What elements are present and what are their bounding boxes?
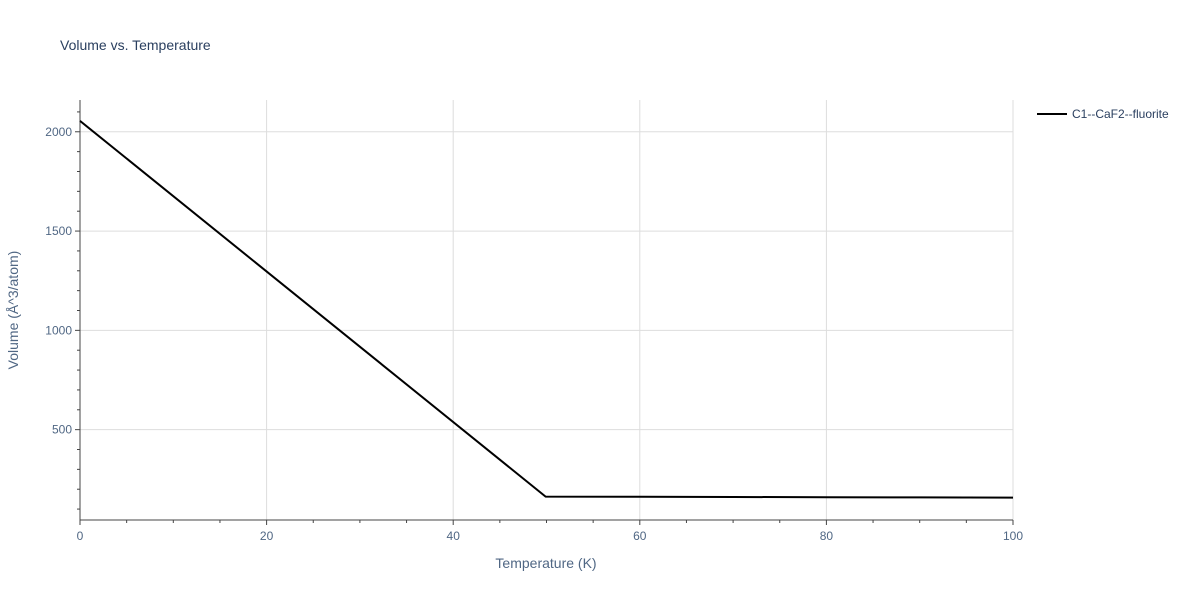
x-tick-label: 20 (260, 529, 274, 543)
series-line (79, 120, 1014, 499)
x-tick-label: 100 (1003, 529, 1023, 543)
legend[interactable]: C1--CaF2--fluorite (1037, 107, 1169, 121)
x-tick-label: 40 (447, 529, 461, 543)
y-tick-label: 500 (52, 423, 72, 437)
chart-title: Volume vs. Temperature (60, 37, 211, 53)
y-axis-title: Volume (Å^3/atom) (5, 251, 21, 370)
y-tick-label: 2000 (45, 125, 72, 139)
axes: 0 20 40 60 80 100 500 1000 1500 2000 (45, 100, 1023, 543)
x-tick-label: 0 (77, 529, 84, 543)
x-tick-label: 80 (820, 529, 834, 543)
grid-lines (80, 100, 1014, 520)
series-layer (79, 120, 1014, 499)
x-tick-label: 60 (633, 529, 647, 543)
legend-label[interactable]: C1--CaF2--fluorite (1072, 107, 1169, 121)
y-tick-label: 1000 (45, 323, 72, 337)
y-tick-label: 1500 (45, 224, 72, 238)
x-axis-title: Temperature (K) (495, 555, 596, 571)
